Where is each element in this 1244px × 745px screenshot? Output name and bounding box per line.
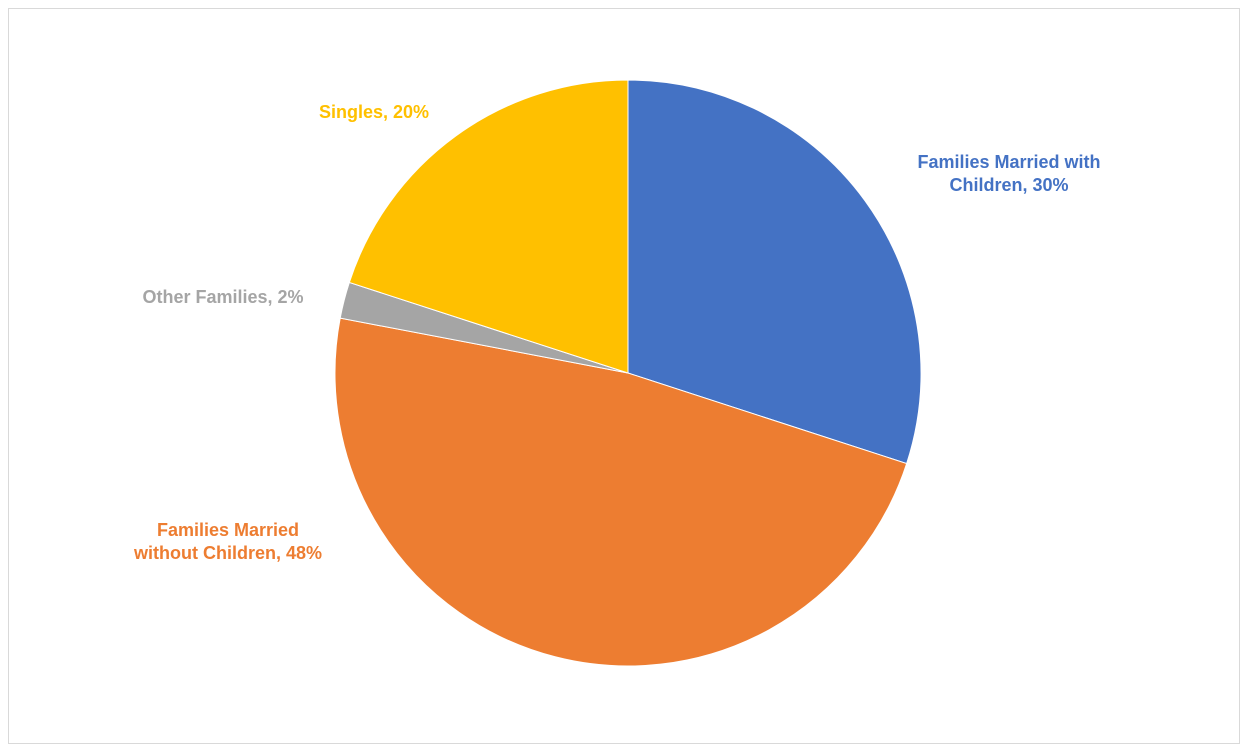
chart-frame: Families Married with Children, 30% Fami… [8,8,1240,744]
slice-label-singles: Singles, 20% [318,101,430,122]
slice-label-other-families: Other Families, 2% [142,286,304,307]
pie-slice-singles [348,79,629,374]
pie-slices [334,79,922,667]
pie-chart [334,79,922,667]
slice-label-families-married-with-children: Families Married with Children, 30% [917,152,1101,195]
pie-slice-families-married-without-children [334,317,908,667]
slice-label-families-married-without-children: Families Married without Children, 48% [133,520,322,563]
pie-slice-families-married-with-children [627,79,922,465]
